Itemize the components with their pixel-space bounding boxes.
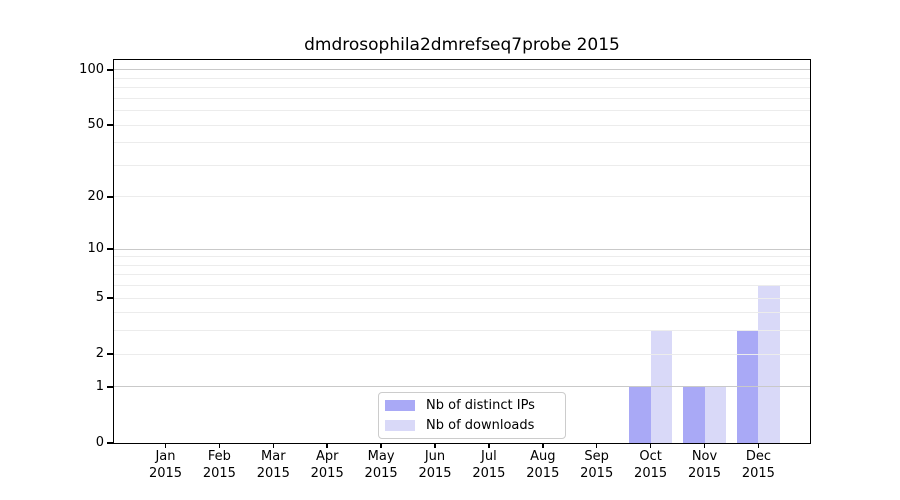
x-tick-label: Aug 2015 [526, 449, 560, 481]
x-tick-label: Feb 2015 [202, 449, 236, 481]
y-tick-mark [107, 69, 114, 71]
x-tick-mark [380, 443, 382, 448]
x-tick-mark [488, 443, 490, 448]
gridline-minor [114, 196, 810, 198]
gridline-minor [114, 256, 810, 258]
gridline-minor [114, 164, 810, 166]
bar-downloads-nov [704, 386, 726, 443]
y-tick-label: 1 [95, 378, 104, 394]
x-tick-label: May 2015 [364, 449, 398, 481]
chart-title: dmdrosophila2dmrefseq7probe 2015 [304, 35, 620, 55]
x-tick-label: Jun 2015 [418, 449, 452, 481]
y-tick-label: 0 [95, 435, 104, 450]
x-tick-label: Jul 2015 [472, 449, 506, 481]
y-tick-label: 2 [95, 346, 104, 362]
gridline-minor [114, 110, 810, 112]
plot-area [114, 60, 810, 443]
gridline-minor [114, 97, 810, 99]
gridline-major [114, 248, 810, 250]
x-tick-mark [272, 443, 275, 448]
bar-distinct-ips-nov [683, 386, 705, 443]
x-tick-label: Sep 2015 [580, 449, 614, 481]
gridline-minor [114, 124, 810, 126]
x-tick-mark [164, 443, 167, 448]
x-tick-mark [326, 443, 328, 448]
y-tick-label: 20 [87, 188, 104, 204]
y-tick-mark [107, 248, 114, 250]
y-tick-mark [107, 124, 114, 126]
legend-label-distinct-ips: Nb of distinct IPs [426, 398, 535, 414]
legend-item-downloads: Nb of downloads [385, 418, 559, 433]
x-tick-mark [757, 443, 760, 448]
legend: Nb of distinct IPs Nb of downloads [378, 392, 566, 439]
gridline-minor [114, 353, 810, 355]
legend-swatch-downloads [385, 419, 415, 431]
gridline-minor [114, 330, 810, 332]
gridline-major [114, 69, 810, 71]
y-tick-mark [107, 353, 114, 355]
x-tick-label: Jan 2015 [148, 449, 183, 481]
y-tick-label: 10 [87, 241, 104, 257]
legend-item-distinct-ips: Nb of distinct IPs [385, 398, 559, 413]
y-tick-mark [107, 297, 114, 299]
x-tick-label: Nov 2015 [687, 449, 722, 481]
bar-downloads-dec [758, 285, 780, 443]
x-tick-label: Mar 2015 [256, 449, 290, 481]
gridline-minor [114, 297, 810, 299]
y-tick-label: 5 [95, 290, 104, 306]
bar-distinct-ips-oct [629, 386, 651, 443]
y-tick-label: 50 [87, 117, 104, 133]
gridline-minor [114, 312, 810, 314]
y-tick-mark [107, 442, 114, 444]
y-tick-mark [107, 386, 114, 388]
x-tick-label: Oct 2015 [634, 449, 668, 481]
x-tick-mark [542, 443, 544, 448]
y-tick-label: 100 [79, 61, 104, 77]
legend-label-downloads: Nb of downloads [426, 417, 535, 433]
legend-swatch-distinct-ips [385, 400, 415, 412]
x-tick-label: Dec 2015 [741, 449, 775, 481]
x-tick-label: Apr 2015 [310, 449, 344, 481]
gridline-minor [114, 274, 810, 276]
gridline-major [114, 386, 810, 388]
gridline-minor [114, 285, 810, 287]
gridline-minor [114, 87, 810, 89]
x-tick-mark [703, 443, 706, 448]
x-tick-mark [434, 443, 436, 448]
x-tick-mark [595, 443, 598, 448]
gridline-minor [114, 264, 810, 266]
x-tick-mark [649, 443, 652, 448]
y-tick-mark [107, 196, 114, 198]
gridline-minor [114, 77, 810, 79]
gridline-minor [114, 142, 810, 144]
x-tick-mark [218, 443, 221, 448]
